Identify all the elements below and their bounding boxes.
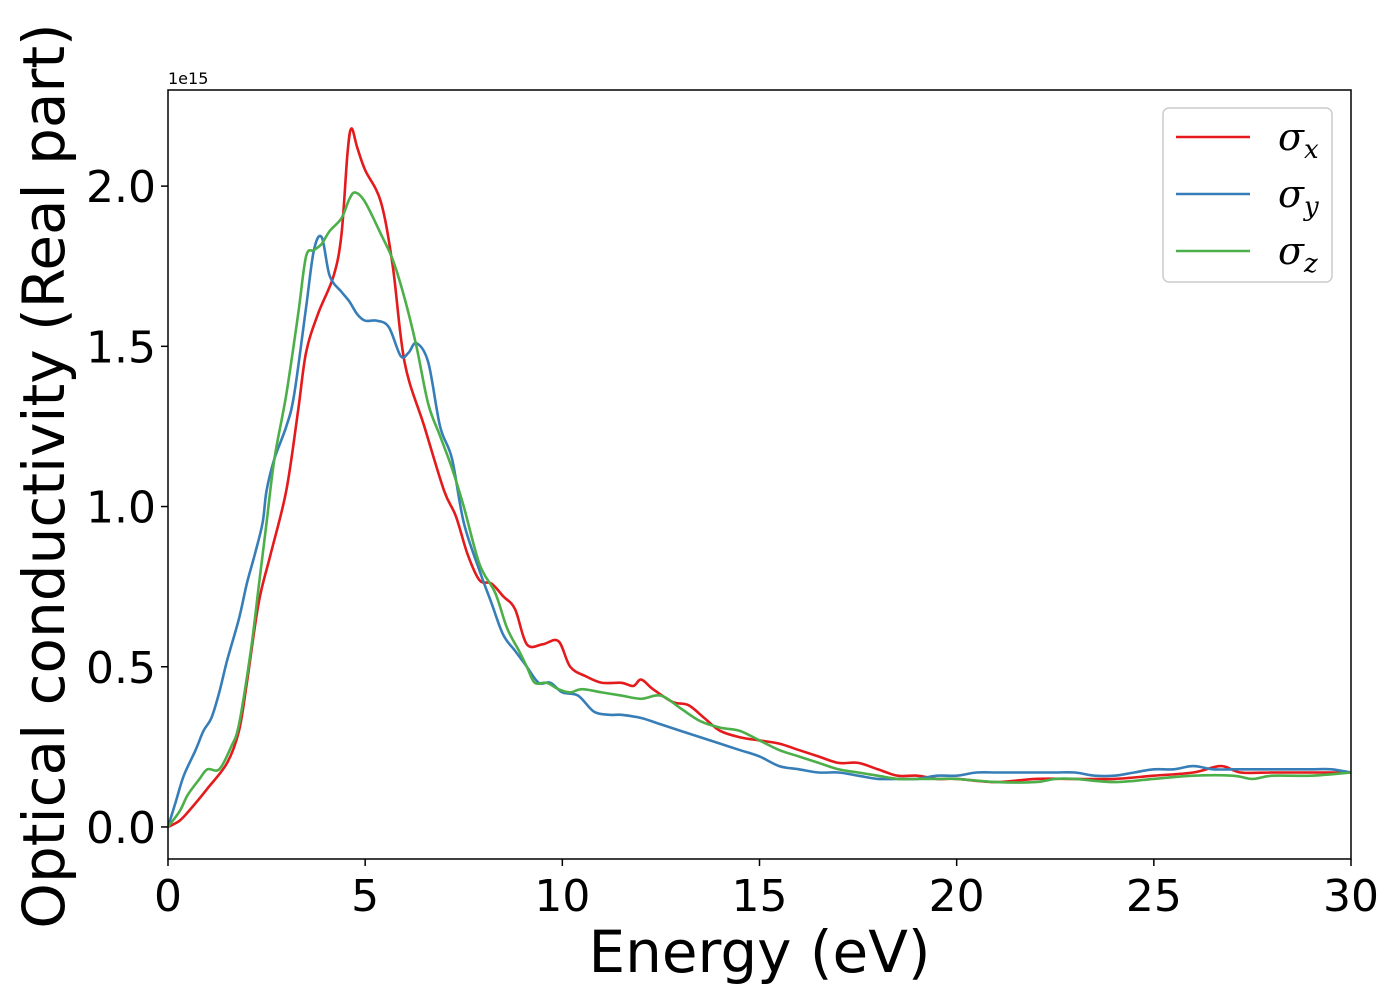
x-tick-label: 10 xyxy=(534,871,590,922)
y-tick-label: 1.0 xyxy=(86,483,156,534)
legend-subscript: z xyxy=(1303,249,1318,279)
series-line-z xyxy=(168,191,1351,829)
legend-label-y: σy xyxy=(1278,172,1319,222)
x-tick-label: 30 xyxy=(1323,871,1379,922)
x-tick-label: 25 xyxy=(1126,871,1182,922)
legend-symbol: σ xyxy=(1278,172,1305,216)
y-offset-label: 1e15 xyxy=(168,69,208,88)
legend-symbol: σ xyxy=(1278,115,1305,159)
legend-label-z: σz xyxy=(1278,229,1318,279)
legend-label-x: σx xyxy=(1278,115,1319,165)
y-tick-label: 0.0 xyxy=(86,803,156,854)
y-tick-label: 0.5 xyxy=(86,643,156,694)
x-axis-label: Energy (eV) xyxy=(588,918,930,986)
legend-symbol: σ xyxy=(1278,229,1305,273)
legend-subscript: y xyxy=(1303,192,1319,222)
series-layer xyxy=(168,127,1351,829)
y-tick-label: 1.5 xyxy=(86,322,156,373)
y-tick-label: 2.0 xyxy=(86,162,156,213)
x-tick-label: 0 xyxy=(154,871,182,922)
x-tick-label: 5 xyxy=(351,871,379,922)
x-axis: 0 5 10 15 20 25 30 xyxy=(154,859,1379,922)
legend-subscript: x xyxy=(1304,135,1319,165)
x-tick-label: 20 xyxy=(929,871,985,922)
y-axis: 0.0 0.5 1.0 1.5 2.0 xyxy=(86,162,168,854)
y-axis-label: Optical conductivity (Real part) xyxy=(10,23,78,928)
x-tick-label: 15 xyxy=(732,871,788,922)
series-line-y xyxy=(168,234,1351,829)
